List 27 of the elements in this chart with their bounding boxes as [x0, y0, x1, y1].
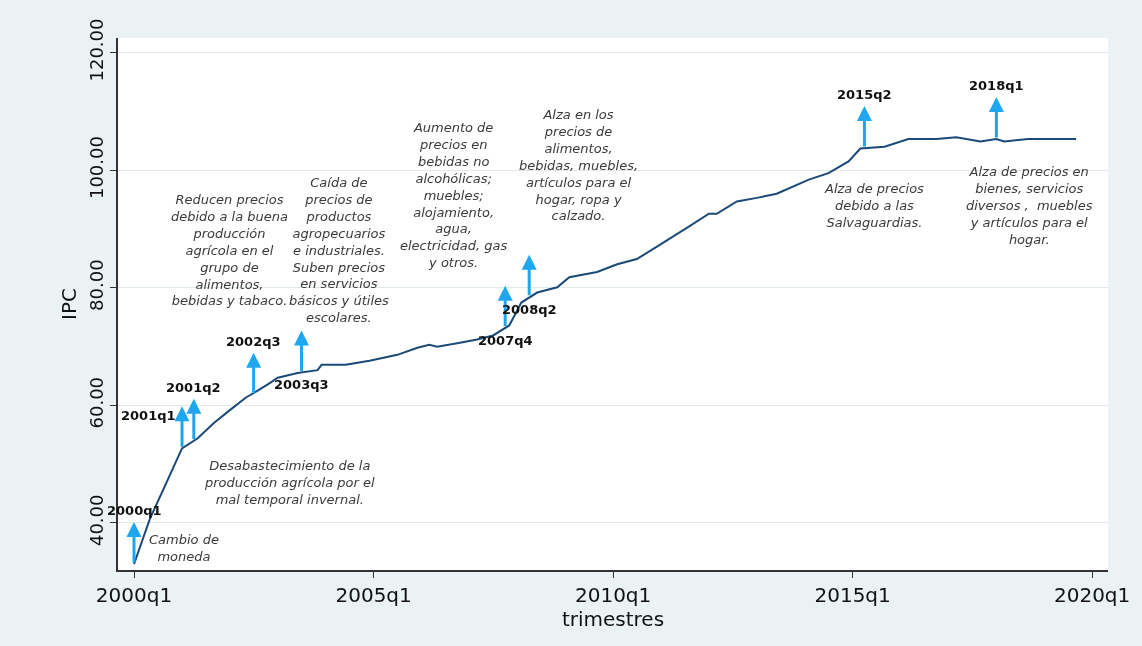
- annotation: 2001q2: [166, 380, 221, 395]
- text: Caída de precios de productos agropecuarios e industriales. Suben precios en servicios básicos y útiles escolares.: [289, 175, 389, 326]
- annotation: 2001q1: [121, 408, 176, 423]
- annotation: 2018q1: [969, 78, 1024, 93]
- y-tick-label: 60.00: [85, 376, 107, 429]
- x-tick-label: 2000q1: [95, 583, 173, 607]
- y-axis-title: IPC: [56, 288, 81, 320]
- annotation: Alza de precios debido a las Salvaguardias.: [824, 181, 925, 230]
- y-tick-label: 40.00: [85, 494, 107, 547]
- text: Aumento de precios en bebidas no alcohólicas; muebles; alojamiento, agua, electricidad, gas y otros.: [400, 120, 508, 271]
- x-tick-label: 2015q1: [814, 583, 891, 607]
- annotation: Alza en los precios de alimentos, bebidas, muebles, artículos para el hogar, ropa y calzado.: [519, 107, 639, 224]
- annotation: 2007q4: [478, 333, 533, 348]
- x-tick-label: 2005q1: [335, 583, 412, 607]
- x-tick-label: 2010q1: [574, 583, 652, 607]
- x-tick-label: 2020q1: [1053, 583, 1131, 607]
- annotation: Desabastecimiento de la producción agrícola por el mal temporal invernal.: [204, 458, 375, 507]
- annotation: 2015q2: [837, 87, 892, 102]
- y-tick-label: 100.00: [85, 136, 107, 200]
- annotation: Cambio de moneda: [149, 532, 219, 564]
- annotation: 2002q3: [226, 334, 281, 349]
- annotation: Reducen precios debido a la buena producción agrícola en el grupo de alimentos, bebidas y tabaco.: [171, 192, 288, 309]
- y-tick-label: 120.00: [85, 18, 107, 82]
- x-axis-title: trimestres: [561, 607, 665, 631]
- annotation: 2003q3: [274, 377, 329, 392]
- annotation: Alza de precios en bienes, servicios diversos , muebles y artículos para el hogar.: [966, 164, 1093, 247]
- y-tick-label: 80.00: [85, 259, 107, 311]
